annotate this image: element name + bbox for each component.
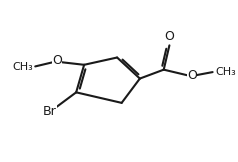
Text: CH₃: CH₃ (12, 62, 33, 72)
Text: O: O (52, 54, 62, 67)
Text: O: O (164, 30, 174, 43)
Text: CH₃: CH₃ (215, 67, 236, 77)
Text: O: O (187, 69, 197, 82)
Text: Br: Br (43, 105, 57, 118)
